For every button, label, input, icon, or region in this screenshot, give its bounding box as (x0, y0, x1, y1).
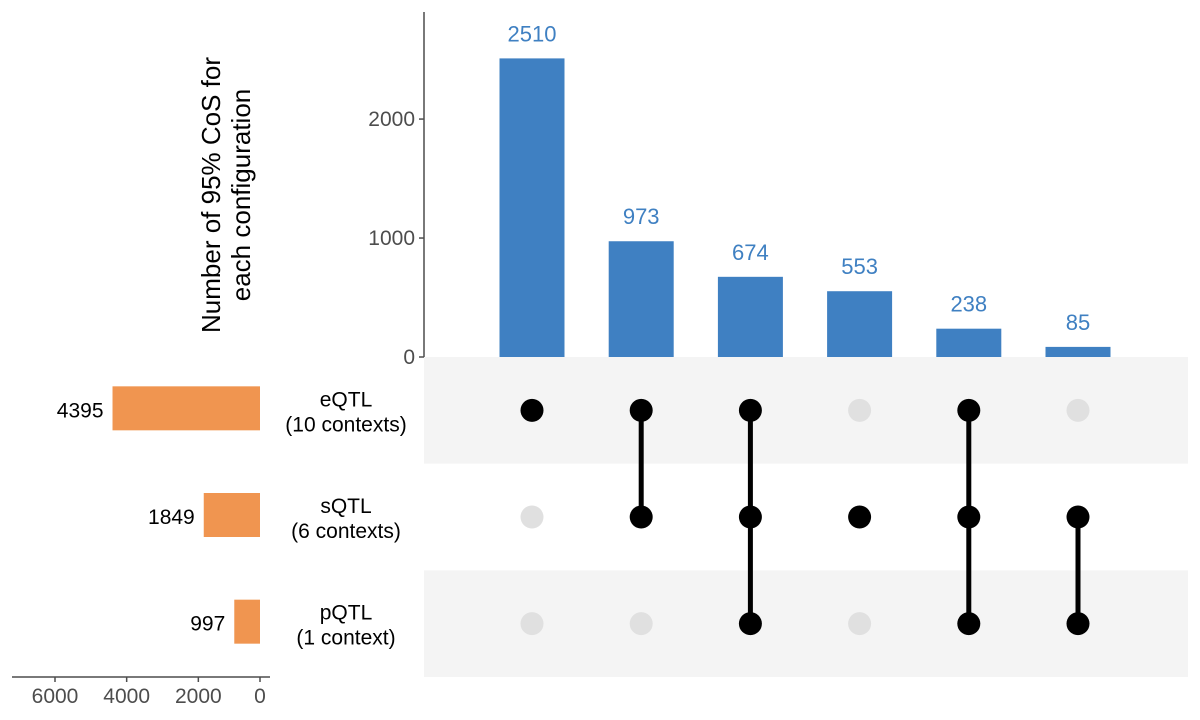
axis-title-line: each configuration (226, 89, 256, 301)
matrix-dot-inactive (848, 398, 872, 422)
set-name-label: pQTL (320, 602, 373, 625)
set-name-sublabel: (6 contexts) (291, 520, 401, 543)
y-tick-label: 1000 (368, 227, 415, 250)
set-size-bar (234, 599, 260, 644)
matrix-dot-inactive (629, 612, 653, 636)
matrix-dot-active (848, 505, 872, 529)
x-tick-label: 4000 (103, 685, 150, 708)
set-name-sublabel: (10 contexts) (285, 413, 406, 436)
intersection-bar-label: 674 (732, 240, 769, 265)
intersection-bar (936, 328, 1002, 357)
matrix-dot-active (1066, 505, 1090, 529)
matrix-dot-inactive (520, 505, 544, 529)
matrix-dot-inactive (520, 612, 544, 636)
intersection-bar-label: 238 (950, 292, 987, 317)
intersection-bar (1045, 346, 1111, 357)
set-name-label: sQTL (320, 495, 371, 518)
matrix-dot-inactive (848, 612, 872, 636)
matrix-dot-active (1066, 612, 1090, 636)
x-tick-label: 2000 (175, 685, 222, 708)
matrix-dot-inactive (1066, 398, 1090, 422)
intersection-bar (827, 291, 893, 357)
set-size-label: 1849 (148, 506, 195, 529)
axis-title-line: Number of 95% CoS for (196, 57, 226, 333)
intersection-axis-title: Number of 95% CoS for each configuration (196, 57, 256, 333)
intersection-bar-label: 2510 (508, 21, 557, 46)
matrix-row-stripe (424, 570, 1188, 677)
intersection-bar (608, 241, 674, 357)
intersection-bar-label: 85 (1066, 310, 1090, 335)
matrix-dot-active (957, 612, 981, 636)
intersection-bar-label: 553 (841, 254, 878, 279)
matrix-dot-active (520, 398, 544, 422)
set-size-bar (112, 386, 260, 431)
matrix-dot-active (629, 505, 653, 529)
matrix-dot-active (957, 398, 981, 422)
intersection-bar (717, 276, 783, 357)
set-size-label: 997 (190, 613, 225, 636)
matrix-dot-active (738, 505, 762, 529)
set-size-label: 4395 (57, 399, 104, 422)
y-tick-label: 0 (403, 346, 415, 369)
matrix-dot-active (738, 612, 762, 636)
set-name-label: eQTL (320, 388, 373, 411)
matrix-dot-active (738, 398, 762, 422)
intersection-bar (499, 58, 565, 358)
y-tick-label: 2000 (368, 108, 415, 131)
matrix-row-stripe (424, 357, 1188, 464)
set-name-sublabel: (1 context) (296, 627, 395, 650)
x-tick-label: 0 (254, 685, 266, 708)
matrix-dot-active (957, 505, 981, 529)
set-size-bar (203, 493, 260, 537)
intersection-bar-label: 973 (623, 204, 660, 229)
matrix-dot-active (629, 398, 653, 422)
x-tick-label: 6000 (32, 685, 79, 708)
